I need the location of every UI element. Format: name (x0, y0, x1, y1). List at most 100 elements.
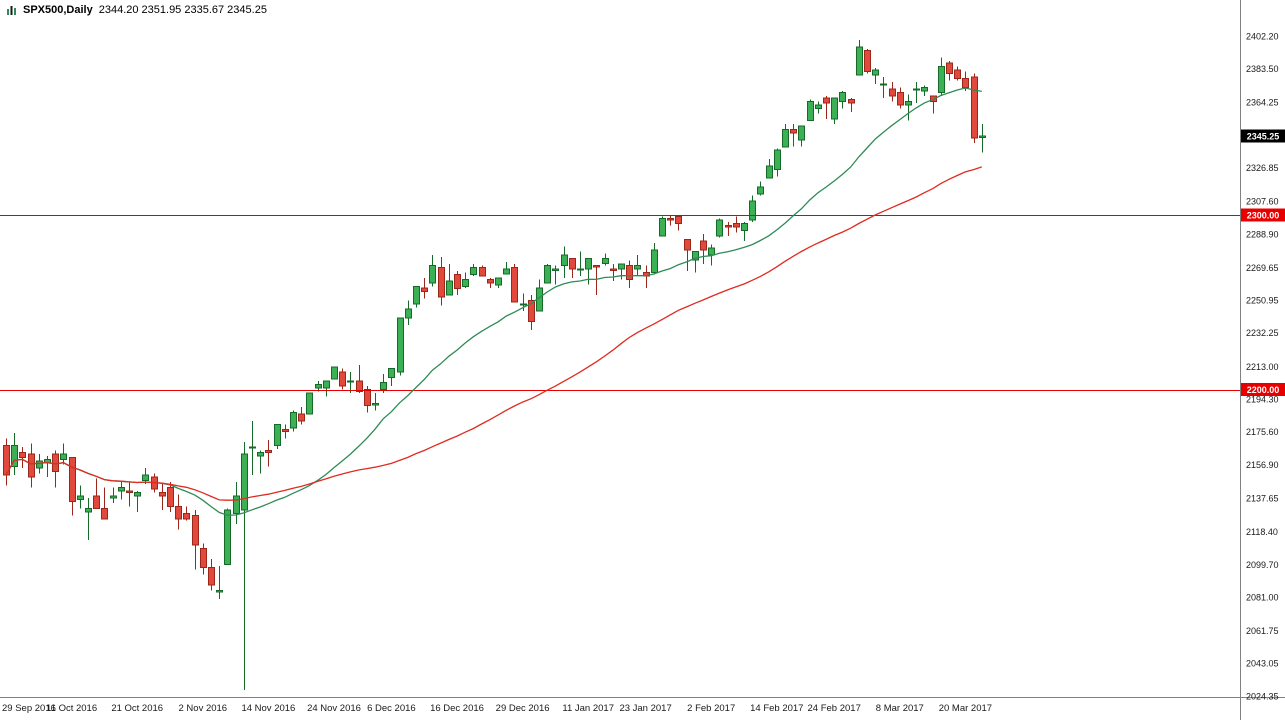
y-axis-label: 2307.60 (1246, 197, 1279, 207)
x-axis-label: 29 Dec 2016 (496, 703, 550, 714)
y-axis-label: 2250.95 (1246, 296, 1279, 306)
candle-body (126, 490, 133, 494)
candle-body (429, 265, 436, 284)
candle-body (183, 513, 190, 520)
y-axis-label: 2232.25 (1246, 328, 1279, 338)
candle-body (807, 100, 814, 122)
candle-body (487, 279, 494, 284)
candle-body (979, 135, 986, 139)
candle-body (593, 265, 600, 268)
x-axis-label: 14 Feb 2017 (750, 703, 803, 714)
candle-body (249, 446, 256, 449)
candle-body (470, 266, 477, 275)
candle-body (659, 217, 666, 237)
symbol-timeframe-label: SPX500,Daily (23, 4, 93, 16)
candle-body (479, 266, 486, 277)
y-axis-label: 2024.35 (1246, 691, 1279, 701)
current-price-tag-label: 2345.25 (1247, 131, 1280, 141)
candle-body (757, 186, 764, 195)
candle-body (306, 392, 313, 415)
candle-body (339, 371, 346, 387)
candle-body (282, 429, 289, 432)
candle-body (544, 265, 551, 284)
candle-body (577, 268, 584, 271)
candle-body (708, 247, 715, 256)
candle-body (372, 403, 379, 406)
candle-body (889, 88, 896, 97)
y-axis-label: 2156.90 (1246, 460, 1279, 470)
candle-body (60, 453, 67, 460)
x-axis-label: 11 Oct 2016 (46, 703, 97, 714)
x-axis-label: 21 Oct 2016 (111, 703, 163, 714)
candle-body (823, 97, 830, 104)
x-axis-label: 23 Jan 2017 (619, 703, 671, 714)
candle-body (831, 97, 838, 120)
x-axis-label: 6 Dec 2016 (367, 703, 416, 714)
ma-slow-line (5, 166, 983, 501)
y-axis-label: 2099.70 (1246, 560, 1279, 570)
candle-body (77, 495, 84, 501)
candle-body (733, 223, 740, 228)
candle-body (397, 317, 404, 373)
candle-body (257, 451, 264, 457)
time-axis[interactable] (0, 698, 1285, 720)
y-axis-label: 2326.85 (1246, 163, 1279, 173)
candle-body (798, 125, 805, 141)
candle-body (462, 279, 469, 287)
candle-body (569, 258, 576, 270)
candle-body (93, 495, 100, 509)
candle-body (241, 453, 248, 511)
candle-body (274, 424, 281, 446)
x-axis-label: 16 Dec 2016 (430, 703, 484, 714)
chart-title-overlay: SPX500,Daily 2344.20 2351.95 2335.67 234… (6, 4, 267, 16)
level-price-tag-label: 2300.00 (1247, 210, 1280, 220)
candle-body (380, 382, 387, 391)
candle-body (626, 265, 633, 280)
candle-body (856, 46, 863, 76)
x-axis-label: 24 Feb 2017 (808, 703, 861, 714)
candle-body (69, 457, 76, 502)
candle-body (651, 249, 658, 274)
level-price-tag (1241, 383, 1285, 397)
price-axis[interactable] (1241, 0, 1285, 697)
candle-body (118, 486, 125, 492)
candle-body (700, 240, 707, 251)
candle-body (175, 506, 182, 520)
x-axis-label: 29 Sep 2016 (2, 703, 56, 714)
candle-body (725, 224, 732, 228)
candle-body (405, 308, 412, 319)
y-axis-label: 2175.60 (1246, 427, 1279, 437)
candle-body (208, 567, 215, 586)
candle-body (602, 258, 609, 265)
y-axis-label: 2383.50 (1246, 64, 1279, 74)
candle-body (954, 69, 961, 80)
candle-body (388, 368, 395, 378)
candle-body (782, 128, 789, 148)
candle-body (446, 280, 453, 296)
candle-body (331, 366, 338, 380)
current-price-tag (1241, 129, 1285, 143)
candle-body (692, 251, 699, 261)
candle-body (315, 383, 322, 389)
candle-body (356, 380, 363, 392)
candle-body (749, 200, 756, 221)
candle-body (839, 92, 846, 102)
chart-icon (7, 5, 16, 15)
candle-body (101, 507, 108, 520)
x-axis-label: 2 Feb 2017 (687, 703, 735, 714)
candle-body (897, 92, 904, 106)
y-axis-label: 2043.05 (1246, 659, 1279, 669)
candle-body (110, 495, 117, 499)
candle-body (610, 268, 617, 272)
candle-body (618, 263, 625, 270)
candle-body (495, 277, 502, 286)
candle-body (503, 268, 510, 275)
candle-body (323, 380, 330, 389)
x-axis-label: 8 Mar 2017 (876, 703, 924, 714)
candle-body (265, 450, 272, 453)
candle-body (741, 223, 748, 232)
candle-body (675, 216, 682, 225)
candle-body (913, 88, 920, 91)
